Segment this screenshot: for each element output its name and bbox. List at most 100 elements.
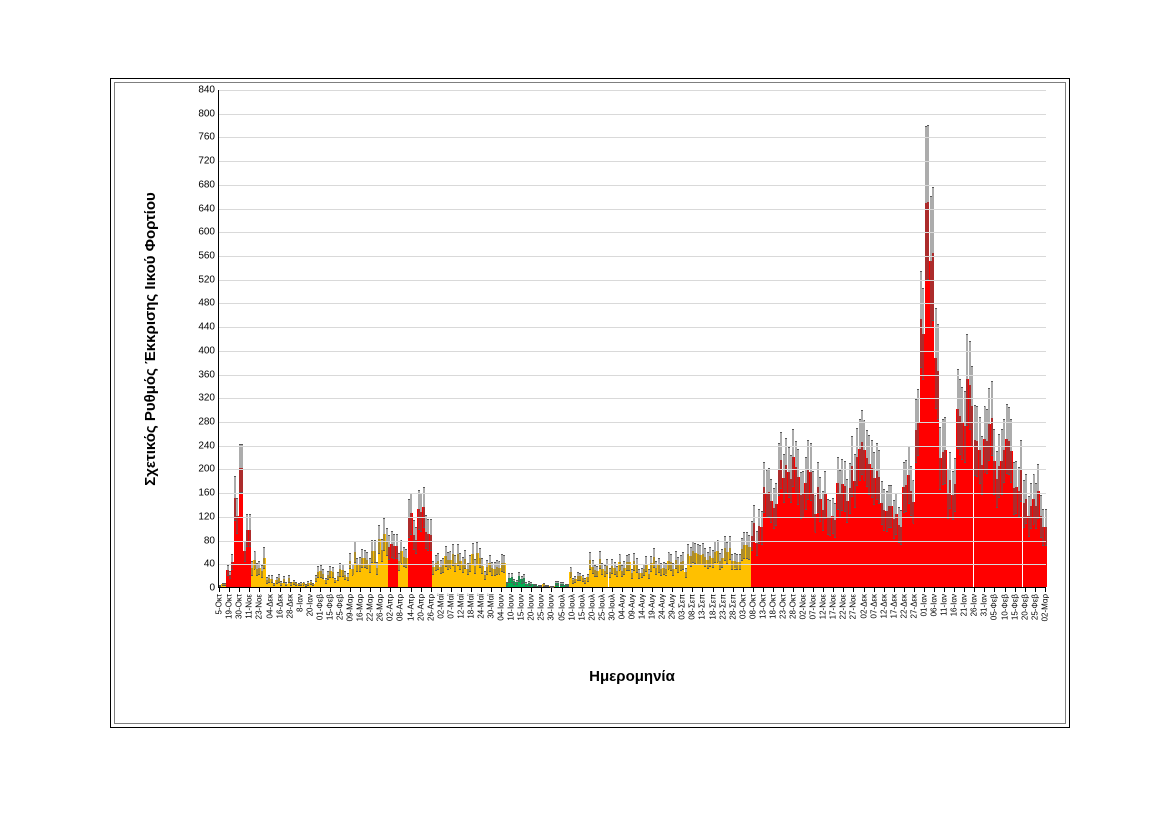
x-tick-mark [934,588,935,592]
bar [1045,89,1047,587]
x-tick-mark [310,588,311,592]
y-tick-label: 320 [198,393,215,404]
x-tick-label: 31-Ιαν [980,594,989,616]
x-tick-label: 15-Ιουν [517,594,526,621]
x-tick-label: 07-Νοε [809,594,818,619]
x-tick-mark [411,588,412,592]
x-tick-mark [330,588,331,592]
x-tick-label: 15-Φεβ [325,594,334,620]
x-tick-mark [441,588,442,592]
x-tick-mark [451,588,452,592]
y-tick-label: 760 [198,132,215,143]
x-tick-mark [672,588,673,592]
x-tick-mark [219,588,220,592]
x-tick-label: 20-Ιουν [527,594,536,621]
y-axis-title: Σχετικός Ρυθμός Έκκρισης Ιικού Φορτίου [142,90,159,588]
x-tick-mark [511,588,512,592]
x-tick-label: 16-Δεκ [275,594,284,618]
x-tick-label: 25-Φεβ [1030,594,1039,620]
gridline [219,185,1046,186]
x-tick-mark [259,588,260,592]
x-tick-label: 11-Νοε [245,594,254,619]
x-tick-label: 08-Οκτ [748,594,757,619]
x-tick-mark [713,588,714,592]
y-tick-label: 280 [198,417,215,428]
x-tick-mark [541,588,542,592]
x-tick-mark [612,588,613,592]
x-tick-label: 09-Αυγ [628,594,637,619]
x-tick-label: 25-Ιουν [537,594,546,621]
x-tick-label: 17-Νοε [829,594,838,619]
gridline [219,209,1046,210]
x-tick-label: 30-Μαϊ [487,594,496,619]
x-tick-mark [320,588,321,592]
x-tick-label: 27-Νοε [849,594,858,619]
gridline [219,541,1046,542]
x-tick-mark [461,588,462,592]
y-tick-label: 640 [198,203,215,214]
x-tick-mark [400,588,401,592]
x-tick-label: 03-Σεπ [678,594,687,620]
x-ticks-container: 5-Οκτ19-Οκτ30-Οκτ11-Νοε23-Νοε04-Δεκ16-Δε… [218,588,1046,658]
x-tick-label: 29-Αυγ [668,594,677,619]
x-tick-label: 03-Οκτ [738,594,747,619]
x-tick-label: 16-Ιαν [950,594,959,616]
error-bar [1045,509,1046,545]
x-tick-mark [370,588,371,592]
x-tick-label: 12-Δεκ [879,594,888,618]
gridline [219,493,1046,494]
x-tick-label: 20-Φεβ [1020,594,1029,620]
x-tick-mark [743,588,744,592]
x-tick-label: 02-Νοε [799,594,808,619]
gridline [219,446,1046,447]
x-tick-mark [662,588,663,592]
x-tick-mark [773,588,774,592]
x-tick-label: 13-Σεπ [698,594,707,620]
x-tick-mark [843,588,844,592]
x-tick-mark [491,588,492,592]
x-tick-label: 22-Δεκ [899,594,908,618]
x-tick-mark [914,588,915,592]
x-tick-mark [974,588,975,592]
x-tick-mark [280,588,281,592]
x-tick-mark [431,588,432,592]
x-tick-label: 02-Δεκ [859,594,868,618]
x-tick-mark [360,588,361,592]
x-tick-mark [390,588,391,592]
x-tick-label: 01-Φεβ [315,594,324,620]
gridline [219,303,1046,304]
x-tick-mark [823,588,824,592]
gridline [219,351,1046,352]
x-tick-label: 26-Απρ [426,594,435,621]
x-tick-label: 07-Μαϊ [446,594,455,619]
x-tick-mark [1015,588,1016,592]
x-tick-label: 05-Ιουλ [557,594,566,621]
x-tick-label: 15-Φεβ [1010,594,1019,620]
x-tick-mark [531,588,532,592]
x-tick-label: 06-Ιαν [930,594,939,616]
x-tick-label: 21-Ιαν [960,594,969,616]
x-tick-label: 28-Δεκ [285,594,294,618]
x-tick-label: 18-Σεπ [708,594,717,620]
y-tick-label: 360 [198,369,215,380]
x-tick-label: 18-Μαϊ [466,594,475,619]
bars-container [219,90,1046,587]
y-tick-label: 800 [198,108,215,119]
gridline [219,161,1046,162]
x-tick-label: 05-Φεβ [990,594,999,620]
y-tick-label: 480 [198,298,215,309]
gridline [219,375,1046,376]
x-tick-label: 18-Οκτ [768,594,777,619]
x-tick-label: 12-Νοε [819,594,828,619]
x-tick-mark [340,588,341,592]
x-tick-mark [239,588,240,592]
x-axis-title: Ημερομηνία [218,668,1046,685]
x-tick-mark [853,588,854,592]
x-tick-label: 04-Ιουν [497,594,506,621]
x-tick-label: 13-Οκτ [758,594,767,619]
x-tick-label: 26-Μαρ [376,594,385,621]
x-tick-label: 25-Φεβ [336,594,345,620]
y-tick-label: 720 [198,156,215,167]
x-tick-label: 23-Νοε [255,594,264,619]
y-tick-label: 520 [198,274,215,285]
